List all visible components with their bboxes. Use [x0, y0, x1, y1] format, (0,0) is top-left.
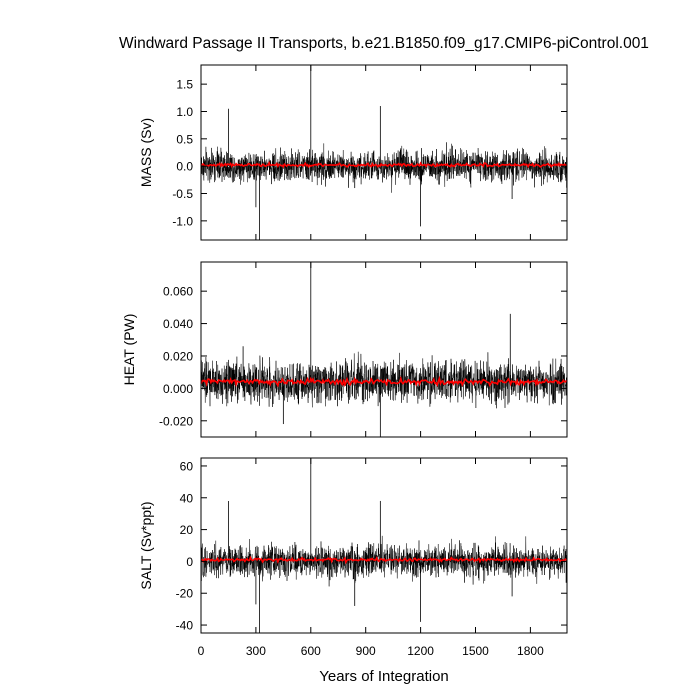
series-smoothed-1: [201, 375, 567, 388]
series-smoothed-0: [201, 160, 567, 169]
ytick-label-1-2: 0.020: [163, 349, 193, 363]
ytick-label-0-3: 0.5: [176, 132, 193, 146]
panel-mass: MASS (Sv) -1.0 -0.5 0.0 0.5 1.0 1.5: [138, 64, 568, 241]
ytick-label-0-5: 1.5: [176, 78, 193, 92]
ytick-label-0-0: -1.0: [172, 214, 193, 228]
ytick-label-2-5: 60: [180, 459, 194, 473]
panel-heat: HEAT (PW) -0.020 0.000 0.020 0.040 0.060: [121, 261, 568, 438]
ytick-label-1-4: 0.060: [163, 285, 193, 299]
ytick-label-2-2: 0: [186, 555, 193, 569]
xtick-label-0: 0: [198, 644, 205, 658]
series-raw-0: [201, 142, 567, 193]
series-raw-2: [201, 535, 567, 587]
ytick-label-1-3: 0.040: [163, 317, 193, 331]
ytick-label-2-1: -20: [176, 587, 194, 601]
x-axis-label: Years of Integration: [319, 668, 449, 685]
ytick-label-1-1: 0.000: [163, 382, 193, 396]
y-axis-label-mass: MASS (Sv): [138, 118, 154, 187]
ytick-label-0-2: 0.0: [176, 160, 193, 174]
xtick-label-4: 1200: [407, 644, 434, 658]
ytick-label-2-3: 20: [180, 523, 194, 537]
xtick-label-2: 600: [301, 644, 321, 658]
xtick-label-6: 1800: [517, 644, 544, 658]
y-axis-label-heat: HEAT (PW): [121, 314, 137, 386]
series-smoothed-2: [201, 555, 567, 565]
ytick-label-0-1: -0.5: [172, 187, 193, 201]
xtick-label-5: 1500: [462, 644, 489, 658]
plot-frame-2: [200, 457, 568, 634]
ytick-label-0-4: 1.0: [176, 105, 193, 119]
ytick-label-2-0: -40: [176, 619, 194, 633]
plot-frame-1: [200, 261, 568, 438]
series-raw-1: [201, 351, 567, 409]
y-axis-label-salt: SALT (Sv*ppt): [138, 501, 154, 589]
xtick-label-1: 300: [246, 644, 266, 658]
ytick-label-1-0: -0.020: [159, 414, 193, 428]
ytick-label-2-4: 40: [180, 491, 194, 505]
chart-title: Windward Passage II Transports, b.e21.B1…: [119, 35, 649, 52]
xtick-label-3: 900: [356, 644, 376, 658]
plot-frame-0: [200, 64, 568, 241]
